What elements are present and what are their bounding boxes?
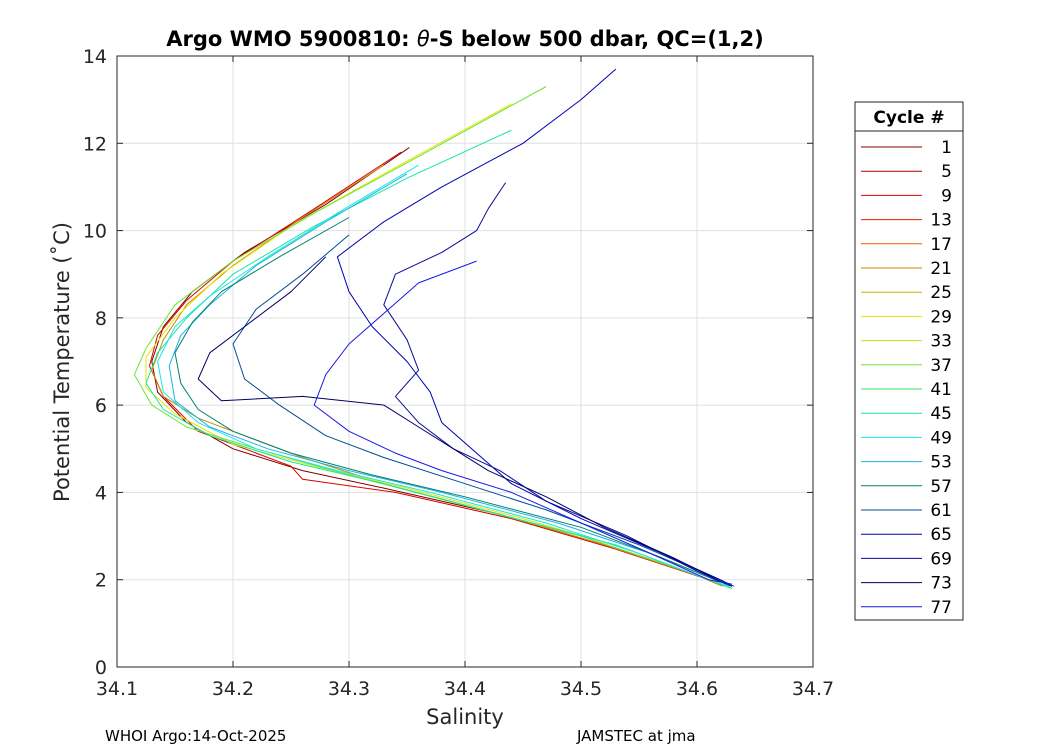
legend-label: 41 xyxy=(930,380,952,400)
legend-label: 5 xyxy=(941,162,952,182)
legend-label: 49 xyxy=(930,428,952,448)
series-line-cycle-53 xyxy=(168,173,732,587)
series-line-cycle-65 xyxy=(336,68,733,587)
footer-source: WHOI Argo:14-Oct-2025 xyxy=(105,727,286,745)
series-line-cycle-57 xyxy=(174,217,721,583)
y-tick-label: 0 xyxy=(95,657,107,679)
y-tick-label: 8 xyxy=(95,308,107,330)
x-tick-label: 34.2 xyxy=(212,678,254,700)
legend-entries: 1 5 9 13 17 21 25 29 33 37 41 45 49 53 57 61 65 69 73 77 xyxy=(861,138,952,618)
y-tick-label: 2 xyxy=(95,570,107,592)
legend-label: 17 xyxy=(930,235,952,255)
legend-label: 29 xyxy=(930,307,952,327)
chart-title: Argo WMO 5900810: θ-S below 500 dbar, QC… xyxy=(166,27,763,51)
legend-label: 73 xyxy=(930,574,952,594)
legend-label: 77 xyxy=(930,598,952,618)
legend-label: 61 xyxy=(930,501,952,521)
legend-label: 53 xyxy=(930,453,952,473)
series-line-cycle-73 xyxy=(197,256,727,585)
y-tick-label: 12 xyxy=(83,133,107,155)
x-tick-label: 34.4 xyxy=(444,678,486,700)
series-line-cycle-9 xyxy=(149,151,727,587)
series-line-cycle-49 xyxy=(157,164,730,587)
footer-credit: JAMSTEC at jma xyxy=(576,727,696,745)
legend-label: 25 xyxy=(930,283,952,303)
series-group xyxy=(133,68,735,589)
series-line-cycle-45 xyxy=(145,129,732,589)
legend-label: 33 xyxy=(930,332,952,352)
legend-label: 69 xyxy=(930,549,952,569)
y-tick-label: 10 xyxy=(83,221,107,243)
y-tick-label: 4 xyxy=(95,482,107,504)
ticks: 34.1 34.2 34.3 34.4 34.5 34.6 34.7 0 2 4 6 8 10 12 14 xyxy=(83,46,834,700)
x-tick-label: 34.1 xyxy=(96,678,138,700)
x-tick-label: 34.6 xyxy=(676,678,718,700)
y-tick-label: 6 xyxy=(95,395,107,417)
x-axis-label: Salinity xyxy=(426,705,504,729)
legend-label: 37 xyxy=(930,356,952,376)
legend-label: 9 xyxy=(941,186,952,206)
legend-label: 65 xyxy=(930,525,952,545)
series-line-cycle-77 xyxy=(313,260,732,585)
x-tick-label: 34.7 xyxy=(792,678,834,700)
legend: Cycle # 1 5 9 13 17 21 25 29 33 37 41 45 49 53 57 61 65 6… xyxy=(854,101,964,621)
legend-label: 21 xyxy=(930,259,952,279)
y-axis-label: Potential Temperature (˚C) xyxy=(50,222,74,502)
legend-box xyxy=(854,101,964,621)
series-line-cycle-61 xyxy=(232,234,735,587)
x-tick-label: 34.5 xyxy=(560,678,602,700)
legend-title: Cycle # xyxy=(873,108,944,128)
y-tick-label: 14 xyxy=(83,46,107,68)
x-tick-label: 34.3 xyxy=(328,678,370,700)
legend-label: 57 xyxy=(930,477,952,497)
legend-label: 1 xyxy=(941,138,952,158)
legend-label: 13 xyxy=(930,211,952,231)
legend-label: 45 xyxy=(930,404,952,424)
